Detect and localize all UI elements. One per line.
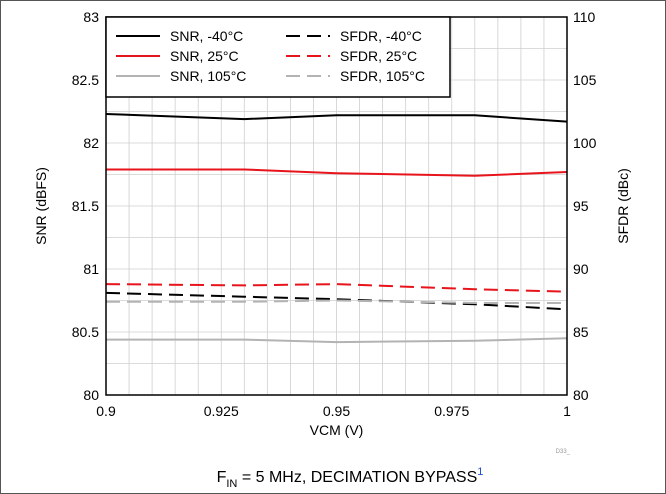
series-line [106,168,568,177]
series-line [106,299,567,304]
series-lines [105,113,568,344]
caption-prefix: F [217,469,227,486]
y-left-tick-label: 81 [83,261,99,277]
caption-subscript: IN [226,478,237,490]
y-left-tick-label: 80 [83,387,99,403]
figure-caption: FIN = 5 MHz, DECIMATION BYPASS1 [217,466,484,490]
y-left-tick-label: 81.5 [72,198,99,214]
y-left-tick-label: 80.5 [72,324,99,340]
y-left-tick-label: 82.5 [72,72,99,88]
x-tick-label: 0.9 [96,403,116,419]
legend-label: SNR, -40°C [170,28,243,44]
x-axis-label: VCM (V) [310,422,364,438]
y-axis-left-label: SNR (dBFS) [33,167,49,245]
y-right-tick-label: 85 [573,324,589,340]
series-line [106,337,568,344]
legend-label: SNR, 105°C [170,68,246,84]
x-tick-label: 0.95 [323,403,350,419]
y-left-tick-labels: 80 80.5 81 81.5 82 82.5 83 [72,9,99,403]
caption-superscript: 1 [477,466,483,478]
x-tick-label: 0.925 [204,403,239,419]
legend-label: SFDR, 25°C [340,48,417,64]
legend-label: SFDR, 105°C [340,68,425,84]
caption-text: = 5 MHz, DECIMATION BYPASS [237,469,477,486]
series-line [105,283,568,293]
x-tick-labels: 0.9 0.925 0.95 0.975 1 [96,403,571,419]
y-left-tick-label: 82 [83,135,99,151]
legend-label: SFDR, -40°C [340,28,422,44]
y-right-tick-label: 80 [573,387,589,403]
x-tick-label: 0.975 [434,403,469,419]
y-left-tick-label: 83 [83,9,99,25]
figure-tag: D33_ [556,449,571,455]
y-right-tick-labels: 80 85 90 95 100 105 110 [573,9,597,403]
y-right-tick-label: 90 [573,261,589,277]
legend-label: SNR, 25°C [170,48,239,64]
series-line [105,113,568,123]
y-right-tick-label: 95 [573,198,589,214]
y-right-tick-label: 100 [573,135,597,151]
x-tick-label: 1 [563,403,571,419]
y-axis-right-label: SFDR (dBc) [615,168,631,243]
legend-box [105,16,451,98]
series-line [105,291,568,311]
y-right-tick-label: 110 [573,9,596,25]
legend: SNR, -40°C SFDR, -40°C SNR, 25°C SFDR, 25°C… [105,16,451,98]
y-right-tick-label: 105 [573,72,597,88]
